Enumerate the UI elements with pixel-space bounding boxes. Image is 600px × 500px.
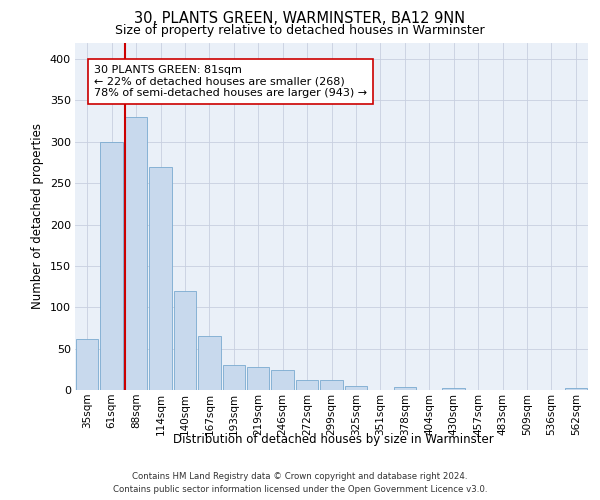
Text: 30, PLANTS GREEN, WARMINSTER, BA12 9NN: 30, PLANTS GREEN, WARMINSTER, BA12 9NN	[134, 11, 466, 26]
Bar	[394, 386, 416, 390]
Bar	[125, 117, 148, 390]
Bar	[223, 365, 245, 390]
Bar	[247, 367, 269, 390]
Bar	[173, 290, 196, 390]
Bar	[100, 142, 123, 390]
Bar	[296, 380, 319, 390]
Y-axis label: Number of detached properties: Number of detached properties	[31, 123, 44, 309]
Text: 30 PLANTS GREEN: 81sqm
← 22% of detached houses are smaller (268)
78% of semi-de: 30 PLANTS GREEN: 81sqm ← 22% of detached…	[94, 65, 367, 98]
Text: Contains HM Land Registry data © Crown copyright and database right 2024.
Contai: Contains HM Land Registry data © Crown c…	[113, 472, 487, 494]
Bar	[76, 338, 98, 390]
Bar	[442, 388, 465, 390]
Bar	[149, 166, 172, 390]
Bar	[344, 386, 367, 390]
Bar	[271, 370, 294, 390]
Bar	[198, 336, 221, 390]
Text: Size of property relative to detached houses in Warminster: Size of property relative to detached ho…	[115, 24, 485, 37]
Text: Distribution of detached houses by size in Warminster: Distribution of detached houses by size …	[173, 432, 493, 446]
Bar	[320, 380, 343, 390]
Bar	[565, 388, 587, 390]
